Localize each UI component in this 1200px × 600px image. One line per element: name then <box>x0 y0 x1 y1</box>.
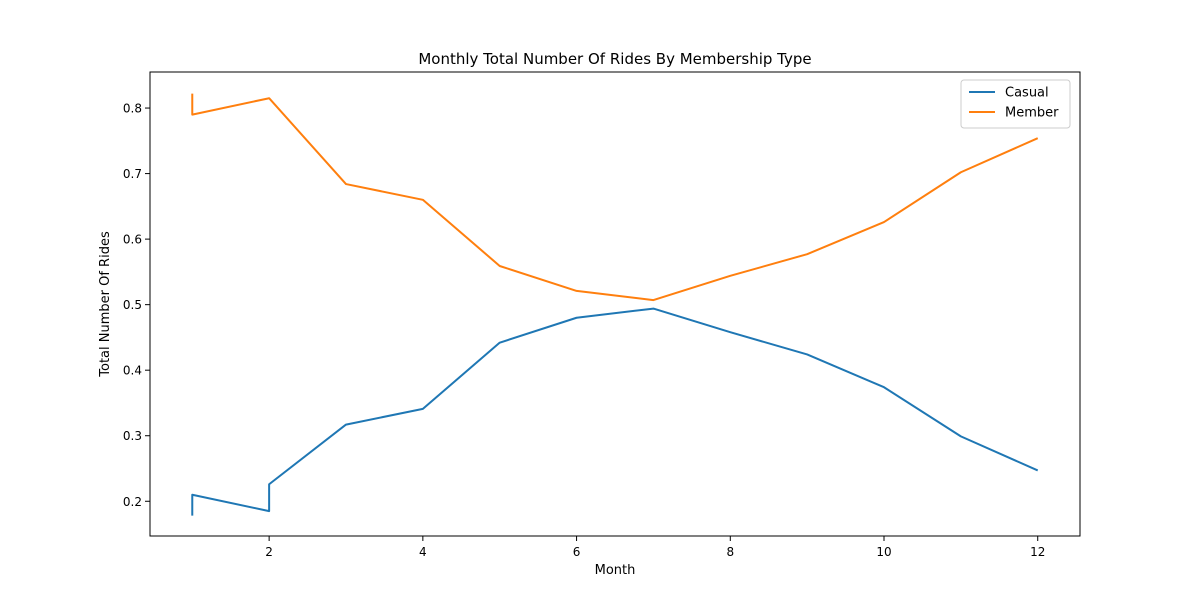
legend: Casual Member <box>960 79 1071 129</box>
y-tick-label: 0.7 <box>123 167 142 181</box>
x-tick-label: 8 <box>726 545 734 559</box>
x-tick-label: 10 <box>876 545 891 559</box>
axes-frame <box>149 71 1081 537</box>
y-axis-label: Total Number Of Rides <box>98 231 113 378</box>
legend-label-member: Member <box>1005 106 1059 121</box>
x-tick-label: 4 <box>419 545 427 559</box>
y-tick-label: 0.5 <box>123 298 142 312</box>
x-axis-label: Month <box>595 563 636 578</box>
plot-area <box>191 93 1039 516</box>
y-tick-label: 0.8 <box>123 102 142 116</box>
y-tick-label: 0.4 <box>123 364 142 378</box>
chart-title: Monthly Total Number Of Rides By Members… <box>418 50 811 68</box>
axes: 2 4 6 8 10 12 0.2 0.3 0.4 0.5 0.6 0.7 0.8 <box>123 71 1081 559</box>
series-line-casual <box>191 307 1039 516</box>
x-tick-label: 2 <box>265 545 273 559</box>
y-tick-label: 0.3 <box>123 429 142 443</box>
x-tick-label: 6 <box>573 545 581 559</box>
x-tick-label: 12 <box>1030 545 1045 559</box>
series-line-member <box>191 93 1039 302</box>
y-tick-label: 0.2 <box>123 495 142 509</box>
y-tick-label: 0.6 <box>123 233 142 247</box>
legend-label-casual: Casual <box>1005 86 1049 101</box>
